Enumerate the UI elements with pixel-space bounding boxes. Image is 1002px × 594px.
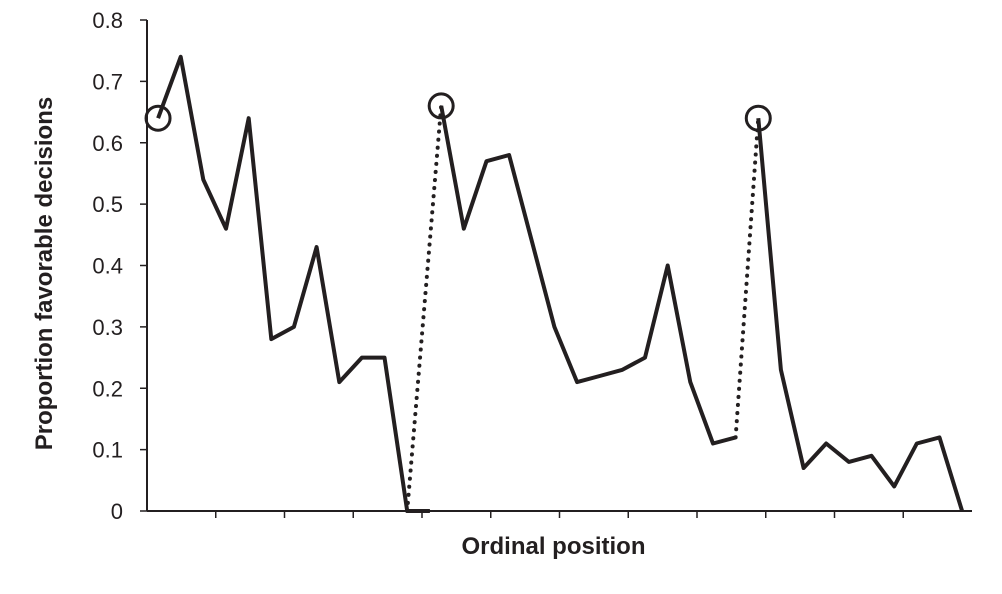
y-tick-label: 0.1 xyxy=(92,438,123,463)
y-tick-label: 0.5 xyxy=(92,192,123,217)
series-line-2 xyxy=(439,105,737,446)
series-lines xyxy=(156,54,965,513)
y-axis-ticks: 0 0.1 0.2 0.3 0.4 0.5 0.6 0.7 0.8 xyxy=(92,8,147,524)
series-line-1 xyxy=(156,54,430,513)
x-axis-ticks xyxy=(215,511,904,518)
y-tick-label: 0.7 xyxy=(92,69,123,94)
y-tick-label: 0.6 xyxy=(92,131,123,156)
y-axis-label: Proportion favorable decisions xyxy=(31,97,58,450)
y-tick-label: 0.2 xyxy=(92,376,123,401)
break-connector-1 xyxy=(405,103,444,513)
series-line-3 xyxy=(756,118,965,512)
break-connectors xyxy=(405,103,761,513)
circled-point-1 xyxy=(144,104,172,132)
y-tick-label: 0.3 xyxy=(92,315,123,340)
x-axis-label: Ordinal position xyxy=(462,533,646,560)
y-tick-label: 0 xyxy=(111,499,123,524)
break-connector-2 xyxy=(733,116,761,440)
y-tick-label: 0.8 xyxy=(92,8,123,33)
circled-points xyxy=(144,92,772,132)
circled-point-2 xyxy=(427,92,455,120)
y-tick-label: 0.4 xyxy=(92,254,123,279)
circled-point-3 xyxy=(744,104,772,132)
